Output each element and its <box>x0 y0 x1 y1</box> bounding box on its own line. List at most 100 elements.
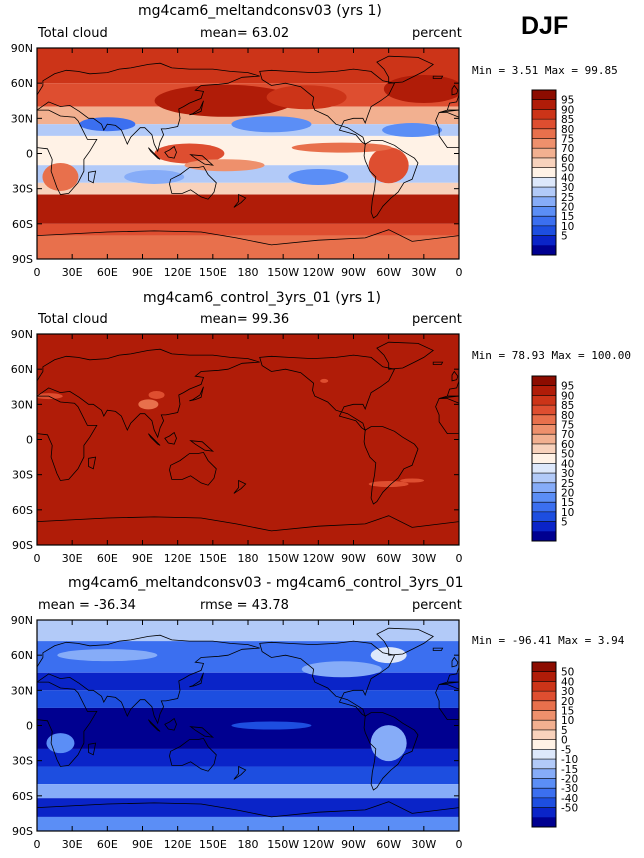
coastline-southAmerica <box>363 712 419 791</box>
colorbar-label: 30 <box>561 182 574 194</box>
y-tick-label: 30S <box>12 183 33 196</box>
coastline-layer <box>37 55 459 259</box>
field-contour <box>231 116 312 133</box>
colorbar-swatch <box>532 817 556 828</box>
x-tick-label: 0 <box>456 838 463 851</box>
panel-units-label-bottom: percent <box>412 598 462 613</box>
coastline-sumatra <box>148 719 161 732</box>
colorbar-swatch <box>532 119 556 130</box>
field-band <box>37 620 459 642</box>
colorbar-swatch <box>532 434 556 445</box>
colorbar-frame <box>531 375 557 542</box>
coastline-europeW <box>446 666 459 683</box>
colorbar-swatch <box>532 720 556 731</box>
y-tick-label: 90N <box>11 328 33 341</box>
y-tick-label: 60N <box>11 649 33 662</box>
panel-title-middle: mg4cam6_control_3yrs_01 (yrs 1) <box>143 290 381 306</box>
coastline-eurasia <box>37 348 260 439</box>
x-tick-label: 150W <box>267 266 299 279</box>
field-contour <box>231 721 312 730</box>
colorbar-swatch <box>532 671 556 682</box>
x-tick-label: 60E <box>97 552 118 565</box>
coastline-southAmerica <box>363 426 419 505</box>
x-tick-label: 0 <box>34 266 41 279</box>
field-contour <box>124 169 185 184</box>
colorbar-swatch <box>532 90 556 101</box>
coastline-layer <box>37 341 459 545</box>
coastline-japan <box>189 386 204 402</box>
coastline-borneo <box>164 145 177 159</box>
x-tick-label: 120E <box>164 266 192 279</box>
colorbar-swatch <box>532 216 556 227</box>
x-tick-label: 120E <box>164 838 192 851</box>
x-tick-label: 180 <box>238 552 259 565</box>
x-tick-label: 150W <box>267 838 299 851</box>
colorbar-swatch <box>532 662 556 673</box>
colorbar-swatch <box>532 157 556 168</box>
colorbar-label: 40 <box>561 676 574 688</box>
colorbar-swatch <box>532 395 556 406</box>
y-tick-label: 90N <box>11 614 33 627</box>
coastline-southAmerica <box>363 140 419 219</box>
x-tick-label: 90E <box>132 266 153 279</box>
coastline-madagascar <box>88 170 97 184</box>
field-contour <box>148 390 165 399</box>
colorbar-label: 95 <box>561 381 574 393</box>
colorbar-swatch <box>532 424 556 435</box>
x-tick-label: 150E <box>199 552 227 565</box>
colorbar-swatch <box>532 187 556 198</box>
field-layer <box>37 48 459 259</box>
y-tick-label: 30N <box>11 112 33 125</box>
coastline-antarctica <box>37 801 459 831</box>
colorbar-label: 40 <box>561 458 574 470</box>
y-tick-label: 30S <box>12 469 33 482</box>
field-fill <box>37 334 459 545</box>
coastline-northAmerica <box>259 68 396 146</box>
colorbar-label: 0 <box>561 735 568 747</box>
colorbar-swatch <box>532 414 556 425</box>
colorbar-label: -5 <box>561 744 571 756</box>
colorbar-swatch <box>532 405 556 416</box>
colorbar-label: 80 <box>561 124 574 136</box>
coastline-eurasia <box>37 62 260 153</box>
y-tick-label: 60N <box>11 77 33 90</box>
colorbar-swatch <box>532 196 556 207</box>
x-tick-label: 90W <box>341 838 366 851</box>
coastline-newZealand <box>233 765 247 780</box>
field-band <box>37 182 459 195</box>
colorbar-swatch <box>532 788 556 799</box>
colorbar-label: -30 <box>561 783 578 795</box>
field-band <box>37 235 459 259</box>
coastline-australia <box>169 451 217 486</box>
coastline-japan <box>189 100 204 116</box>
colorbar-label: 85 <box>561 400 574 412</box>
field-contour <box>400 478 425 483</box>
colorbar-swatch <box>532 759 556 770</box>
y-tick-label: 0 <box>26 434 33 447</box>
colorbar-label: 75 <box>561 420 574 432</box>
field-contour <box>288 168 349 185</box>
coastline-borneo <box>164 717 177 731</box>
coastline-madagascar <box>88 742 97 756</box>
colorbar-swatch <box>532 109 556 120</box>
colorbar-label: 10 <box>561 221 574 233</box>
panel-minmax-top: Min = 3.51 Max = 99.85 <box>472 64 618 77</box>
coastline-uk <box>451 656 459 668</box>
panel-units-label-top: percent <box>412 26 462 41</box>
x-tick-label: 120W <box>302 838 334 851</box>
coastline-madagascar <box>88 456 97 470</box>
panel-left-label-bottom: mean = -36.34 <box>38 598 136 613</box>
colorbar-label: 25 <box>561 192 574 204</box>
x-tick-label: 30E <box>62 552 83 565</box>
coastline-africaWest <box>435 109 459 148</box>
colorbar-label: 5 <box>561 231 568 243</box>
colorbar-swatch <box>532 245 556 256</box>
coastline-newGuinea <box>189 440 215 452</box>
coastline-africaEast <box>37 681 98 767</box>
colorbar-swatch <box>532 710 556 721</box>
field-contour <box>42 162 79 191</box>
panel-units-label-middle: percent <box>412 312 462 327</box>
x-tick-label: 60E <box>97 838 118 851</box>
field-contour <box>138 399 159 410</box>
y-tick-label: 60S <box>12 218 33 231</box>
